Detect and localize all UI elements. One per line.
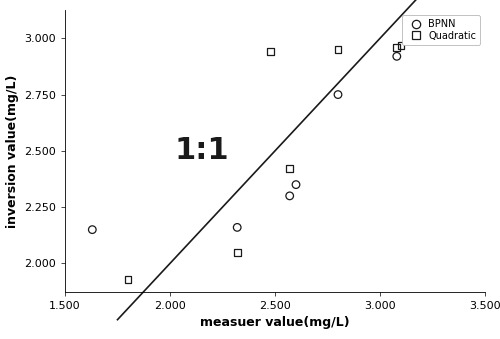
X-axis label: measuer value(mg/L): measuer value(mg/L) xyxy=(200,316,350,329)
Point xyxy=(286,193,294,199)
Point xyxy=(393,54,401,59)
Point xyxy=(267,49,275,55)
Point xyxy=(233,225,241,230)
Y-axis label: inversion value(mg/L): inversion value(mg/L) xyxy=(6,74,18,227)
Point xyxy=(292,182,300,187)
Text: 1:1: 1:1 xyxy=(174,136,229,165)
Point xyxy=(334,47,342,52)
Point xyxy=(334,92,342,97)
Point xyxy=(397,42,405,48)
Point xyxy=(124,276,132,282)
Legend: BPNN, Quadratic: BPNN, Quadratic xyxy=(402,15,480,45)
Point xyxy=(286,166,294,172)
Point xyxy=(233,250,241,255)
Point xyxy=(393,45,401,50)
Point xyxy=(88,227,96,232)
